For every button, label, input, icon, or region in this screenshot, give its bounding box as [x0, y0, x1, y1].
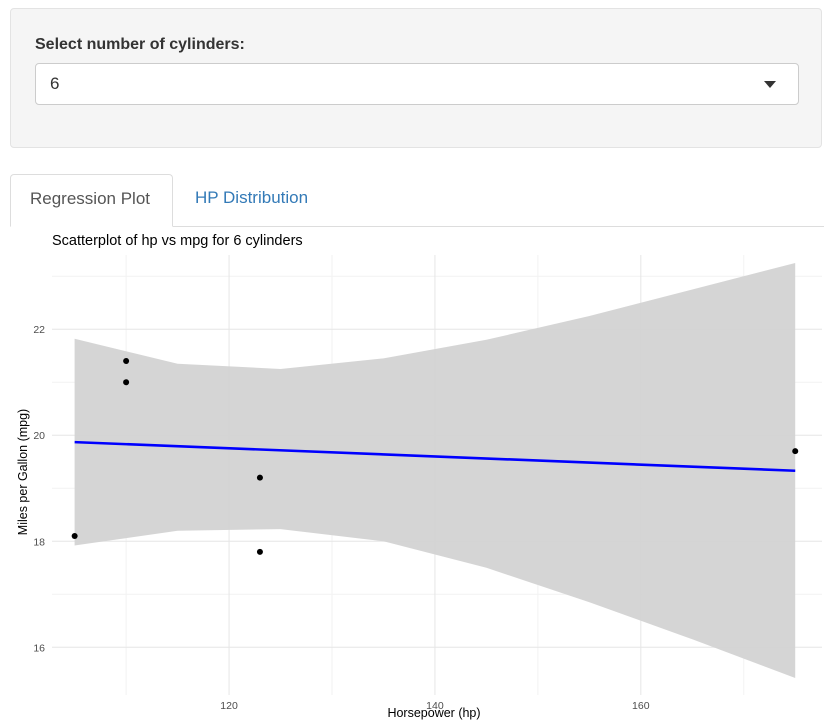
y-tick-label: 18 [33, 536, 45, 548]
data-point [256, 548, 263, 555]
regression-line-layer [74, 440, 796, 473]
data-point [256, 474, 263, 481]
cylinders-label: Select number of cylinders: [35, 36, 245, 53]
data-point [123, 379, 130, 386]
x-tick-label: 120 [220, 700, 238, 712]
tab-hp-distribution[interactable]: HP Distribution [195, 188, 309, 207]
x-tick-label: 160 [632, 700, 650, 712]
regression-chart: Scatterplot of hp vs mpg for 6 cylinders… [16, 233, 822, 720]
regression-line [74, 440, 796, 473]
chart-title: Scatterplot of hp vs mpg for 6 cylinders [52, 233, 303, 249]
data-point [71, 532, 78, 539]
x-tick-label: 140 [426, 700, 444, 712]
data-point [792, 448, 799, 455]
cylinders-select[interactable]: 6 [35, 63, 799, 105]
confidence-band [74, 263, 796, 678]
cylinders-selected-value: 6 [50, 74, 60, 93]
points-layer [71, 358, 799, 555]
input-panel: Select number of cylinders: 6 [10, 8, 822, 148]
tab-regression-plot[interactable]: Regression Plot [10, 174, 173, 227]
y-axis-label: Miles per Gallon (mpg) [16, 409, 30, 535]
y-tick-label: 22 [33, 324, 45, 336]
tick-labels: 120 140 160 16 18 20 22 [33, 324, 649, 712]
y-tick-label: 20 [33, 430, 45, 442]
chevron-down-icon[interactable] [764, 81, 776, 88]
confidence-band-layer [74, 263, 796, 678]
tab-bar: Regression Plot HP Distribution [10, 174, 824, 227]
y-tick-label: 16 [33, 642, 45, 654]
x-axis-label: Horsepower (hp) [387, 706, 480, 720]
data-point [123, 358, 130, 365]
